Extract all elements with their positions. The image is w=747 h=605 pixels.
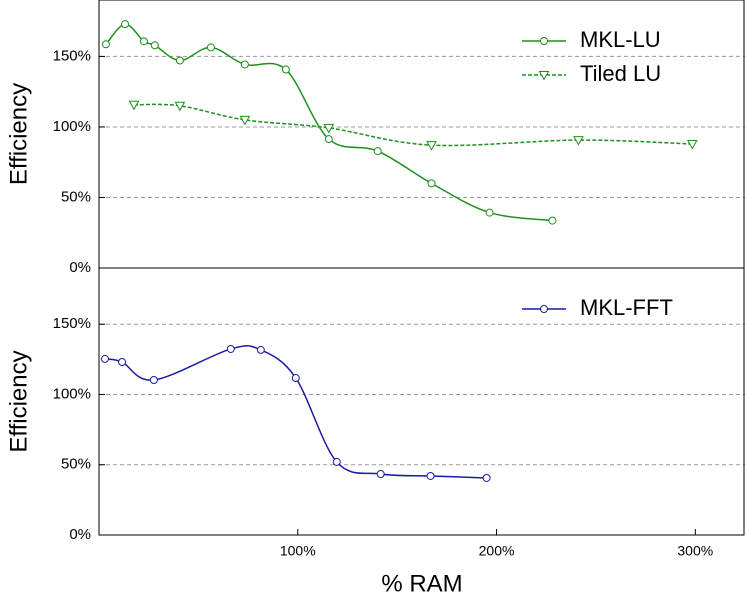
plot-frame xyxy=(98,267,745,536)
y-tick-label: 150% xyxy=(53,47,91,64)
legend-marker xyxy=(540,305,548,313)
y-tick-label: 50% xyxy=(61,456,91,473)
marker xyxy=(150,41,159,50)
marker xyxy=(174,101,186,112)
legend-label: MKL-FFT xyxy=(580,295,673,320)
marker xyxy=(426,471,435,480)
series-line xyxy=(104,344,487,479)
marker xyxy=(323,123,335,134)
legend-marker xyxy=(538,71,550,81)
marker xyxy=(376,470,385,479)
marker xyxy=(573,136,584,146)
y-axis-label: Efficiency xyxy=(5,350,32,452)
x-tick-label: 300% xyxy=(677,543,713,559)
x-axis-label: % RAM xyxy=(381,570,462,597)
marker xyxy=(240,60,249,69)
y-axis-label: Efficiency xyxy=(5,83,32,185)
y-tick-label: 100% xyxy=(53,385,91,402)
marker xyxy=(239,115,251,126)
marker xyxy=(548,216,557,225)
y-tick-label: 50% xyxy=(61,188,91,205)
marker xyxy=(175,56,184,65)
marker xyxy=(256,345,265,354)
marker xyxy=(226,344,235,353)
marker xyxy=(206,43,215,52)
y-tick-label: 150% xyxy=(53,315,91,332)
marker xyxy=(139,37,148,46)
legend-label: MKL-LU xyxy=(580,27,661,52)
series-line xyxy=(133,103,693,147)
marker xyxy=(128,100,140,111)
legend-label: Tiled LU xyxy=(580,61,661,86)
marker xyxy=(118,358,127,367)
marker xyxy=(427,179,436,188)
y-tick-label: 0% xyxy=(69,259,91,276)
y-tick-label: 100% xyxy=(53,118,91,135)
marker xyxy=(485,208,494,217)
marker xyxy=(100,354,109,363)
marker xyxy=(482,473,491,482)
marker xyxy=(281,65,290,74)
x-tick-label: 200% xyxy=(479,543,515,559)
marker xyxy=(373,147,382,156)
legend-marker xyxy=(540,37,548,45)
marker xyxy=(101,40,110,49)
y-tick-label: 0% xyxy=(69,526,91,543)
marker xyxy=(324,135,333,144)
marker xyxy=(426,141,437,151)
marker xyxy=(291,374,300,383)
marker xyxy=(149,375,158,384)
marker xyxy=(686,140,698,150)
x-tick-label: 100% xyxy=(280,543,316,559)
series-line xyxy=(105,23,553,222)
marker xyxy=(121,20,130,29)
marker xyxy=(332,457,341,466)
